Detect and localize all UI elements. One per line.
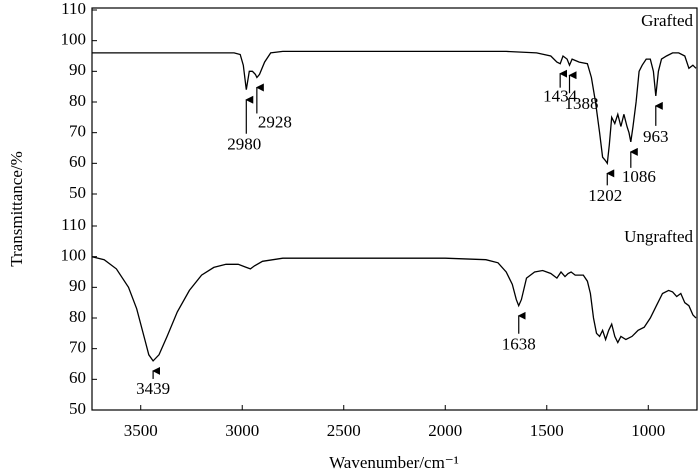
peak-label: 963	[643, 127, 669, 146]
y-tick-label: 60	[69, 152, 86, 171]
y-tick-label: 90	[69, 276, 86, 295]
series-label: Ungrafted	[624, 227, 693, 246]
x-tick-label: 3000	[225, 421, 259, 440]
y-axis-label: Transmittance/%	[7, 151, 26, 267]
y-tick-label: 90	[69, 60, 86, 79]
y-tick-label: 100	[61, 30, 87, 49]
peak-label: 2980	[227, 135, 261, 154]
y-tick-label: 70	[69, 122, 86, 141]
x-axis-label: Wavenumber/cm⁻¹	[329, 453, 459, 472]
peak-label: 1202	[588, 186, 622, 205]
peak-label: 2928	[258, 112, 292, 131]
peak-label: 1086	[622, 167, 656, 186]
y-tick-label: 60	[69, 368, 86, 387]
peak-label: 1388	[565, 94, 599, 113]
y-tick-label: 80	[69, 307, 86, 326]
y-tick-label: 110	[61, 0, 86, 18]
series-label: Grafted	[641, 11, 693, 30]
peak-label: 1638	[502, 335, 536, 354]
y-tick-label: 50	[69, 183, 86, 202]
x-tick-label: 2000	[428, 421, 462, 440]
y-tick-label: 80	[69, 91, 86, 110]
x-tick-label: 1000	[631, 421, 665, 440]
y-tick-label: 50	[69, 399, 86, 418]
spectrum-line	[92, 50, 697, 166]
x-tick-label: 2500	[327, 421, 361, 440]
spectrum-line	[91, 256, 697, 362]
peak-label: 3439	[136, 379, 170, 398]
x-tick-label: 1500	[530, 421, 564, 440]
y-tick-label: 110	[61, 215, 86, 234]
y-tick-label: 70	[69, 338, 86, 357]
plot-frame	[91, 7, 698, 411]
y-tick-label: 100	[61, 246, 87, 265]
x-tick-label: 3500	[124, 421, 158, 440]
